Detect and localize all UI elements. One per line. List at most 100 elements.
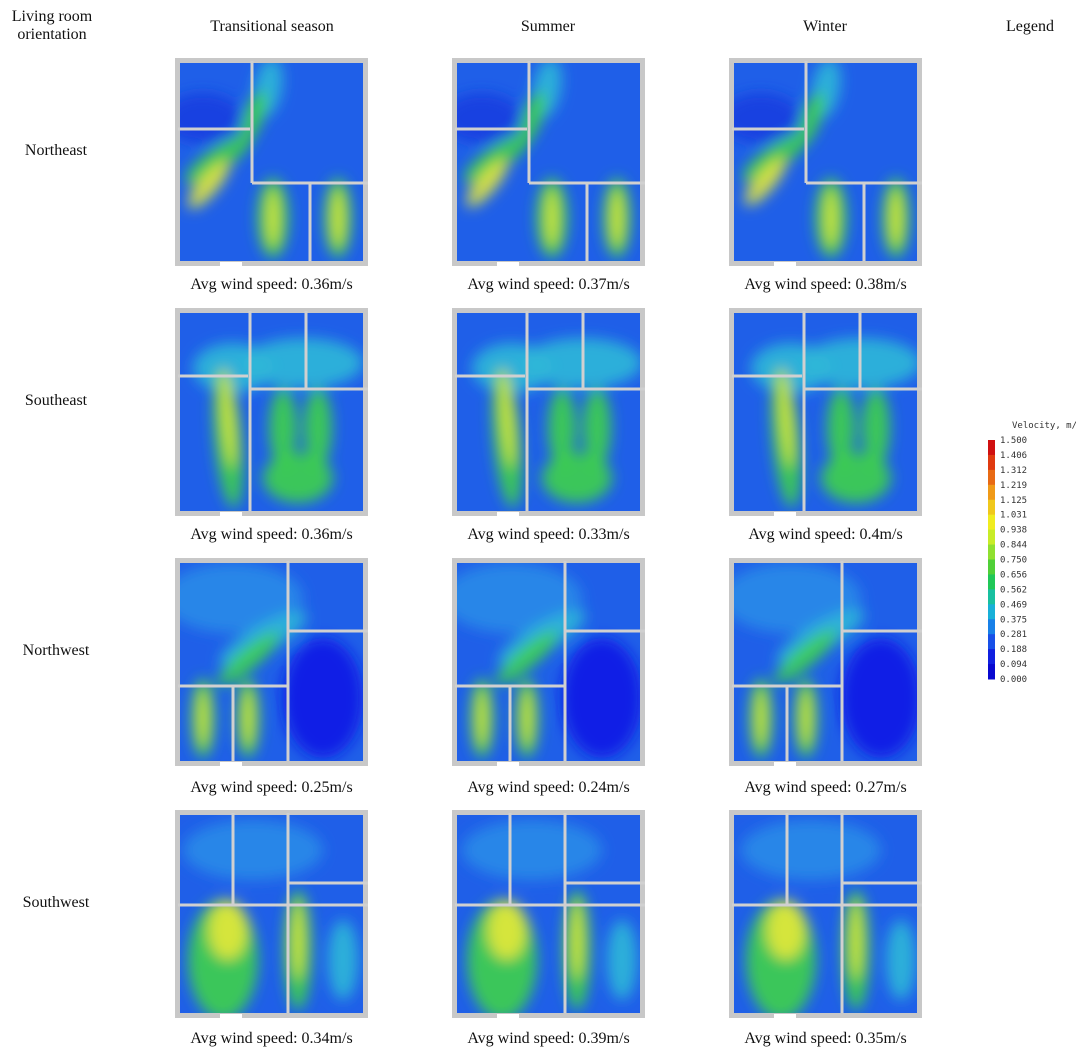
legend-title: Velocity, m/s xyxy=(1012,421,1076,431)
legend-swatch xyxy=(988,589,995,604)
legend-swatch xyxy=(988,574,995,589)
flow-blob xyxy=(801,688,811,748)
floor-plan xyxy=(442,558,645,766)
flow-blob xyxy=(283,638,363,758)
flow-blob xyxy=(756,688,766,748)
legend-swatch xyxy=(988,455,995,470)
flow-blob xyxy=(611,188,623,248)
flow-blob xyxy=(292,900,304,980)
legend-tick-label: 1.500 xyxy=(1000,436,1027,446)
opening xyxy=(220,262,242,266)
flow-blob xyxy=(825,188,837,248)
legend-swatch xyxy=(988,649,995,664)
floor-plan xyxy=(175,308,368,516)
legend-swatch xyxy=(988,545,995,560)
row-label: Southeast xyxy=(0,392,112,410)
flow-blob xyxy=(267,188,279,248)
opening xyxy=(774,762,796,766)
flow-blob xyxy=(243,688,253,748)
flow-blob xyxy=(890,188,902,248)
flow-blob xyxy=(562,638,642,758)
floor-plan xyxy=(163,558,368,766)
floor-plan xyxy=(452,308,645,516)
flow-blob xyxy=(263,453,333,503)
floor-plan xyxy=(729,308,922,516)
floor-plan xyxy=(721,558,922,766)
flow-blob xyxy=(821,453,891,503)
legend-tick-label: 0.000 xyxy=(1000,675,1027,685)
flow-blob xyxy=(741,820,881,880)
opening xyxy=(497,262,519,266)
opening xyxy=(774,1014,796,1018)
caption: Avg wind speed: 0.35m/s xyxy=(709,1030,942,1048)
opening xyxy=(774,262,796,266)
flow-blob xyxy=(522,688,532,748)
legend-tick-label: 0.375 xyxy=(1000,615,1027,625)
legend-swatch xyxy=(988,470,995,485)
legend-swatch xyxy=(988,440,995,455)
legend-tick-label: 1.125 xyxy=(1000,496,1027,506)
caption: Avg wind speed: 0.4m/s xyxy=(709,526,942,544)
legend-swatch xyxy=(988,560,995,575)
flow-blob xyxy=(607,920,637,1000)
legend-swatch xyxy=(988,485,995,500)
flow-blob xyxy=(477,688,487,748)
caption: Avg wind speed: 0.25m/s xyxy=(155,779,388,797)
row-label: Northeast xyxy=(0,142,112,160)
floor-plan xyxy=(163,56,368,266)
opening xyxy=(220,1014,242,1018)
caption: Avg wind speed: 0.27m/s xyxy=(709,779,942,797)
flow-blob xyxy=(850,900,862,980)
floor-plan xyxy=(721,56,922,266)
legend-tick-label: 1.031 xyxy=(1000,511,1027,521)
legend-swatch xyxy=(988,604,995,619)
legend-tick-label: 0.188 xyxy=(1000,645,1027,655)
caption: Avg wind speed: 0.33m/s xyxy=(432,526,665,544)
flow-blob xyxy=(841,638,921,758)
caption: Avg wind speed: 0.34m/s xyxy=(155,1030,388,1048)
flow-blob xyxy=(571,900,583,980)
flow-blob xyxy=(546,188,558,248)
caption: Avg wind speed: 0.38m/s xyxy=(709,276,942,294)
legend-tick-label: 1.219 xyxy=(1000,481,1027,491)
legend-tick-label: 0.844 xyxy=(1000,541,1027,551)
floor-plan xyxy=(729,810,922,1020)
legend-tick-label: 1.406 xyxy=(1000,451,1027,461)
legend-swatch xyxy=(988,500,995,515)
caption: Avg wind speed: 0.24m/s xyxy=(432,779,665,797)
floor-plan xyxy=(452,810,645,1020)
opening xyxy=(220,512,242,516)
figure: Living room orientation Transitional sea… xyxy=(0,0,1076,1054)
opening xyxy=(497,512,519,516)
legend-swatch xyxy=(988,664,995,679)
flow-blob xyxy=(328,920,358,1000)
flow-blob xyxy=(332,188,344,248)
flow-blob xyxy=(198,688,208,748)
row-label: Northwest xyxy=(0,642,112,660)
legend-tick-label: 1.312 xyxy=(1000,466,1027,476)
caption: Avg wind speed: 0.36m/s xyxy=(155,526,388,544)
legend-tick-label: 0.094 xyxy=(1000,660,1027,670)
legend-swatch xyxy=(988,530,995,545)
opening xyxy=(497,762,519,766)
row-label: Southwest xyxy=(0,894,112,912)
legend-tick-label: 0.656 xyxy=(1000,570,1027,580)
opening xyxy=(774,512,796,516)
flow-blob xyxy=(462,820,602,880)
flow-blob xyxy=(208,900,248,960)
flow-blob xyxy=(183,820,323,880)
opening xyxy=(220,762,242,766)
legend-swatch xyxy=(988,634,995,649)
legend-tick-label: 0.938 xyxy=(1000,526,1027,536)
flow-blob xyxy=(766,900,806,960)
opening xyxy=(497,1014,519,1018)
flow-blob xyxy=(487,900,527,960)
flow-blob xyxy=(243,338,363,388)
flow-blob xyxy=(886,920,916,1000)
flow-blob xyxy=(542,453,612,503)
caption: Avg wind speed: 0.39m/s xyxy=(432,1030,665,1048)
caption: Avg wind speed: 0.36m/s xyxy=(155,276,388,294)
legend-swatch xyxy=(988,515,995,530)
legend-tick-label: 0.469 xyxy=(1000,600,1027,610)
legend-swatch xyxy=(988,619,995,634)
